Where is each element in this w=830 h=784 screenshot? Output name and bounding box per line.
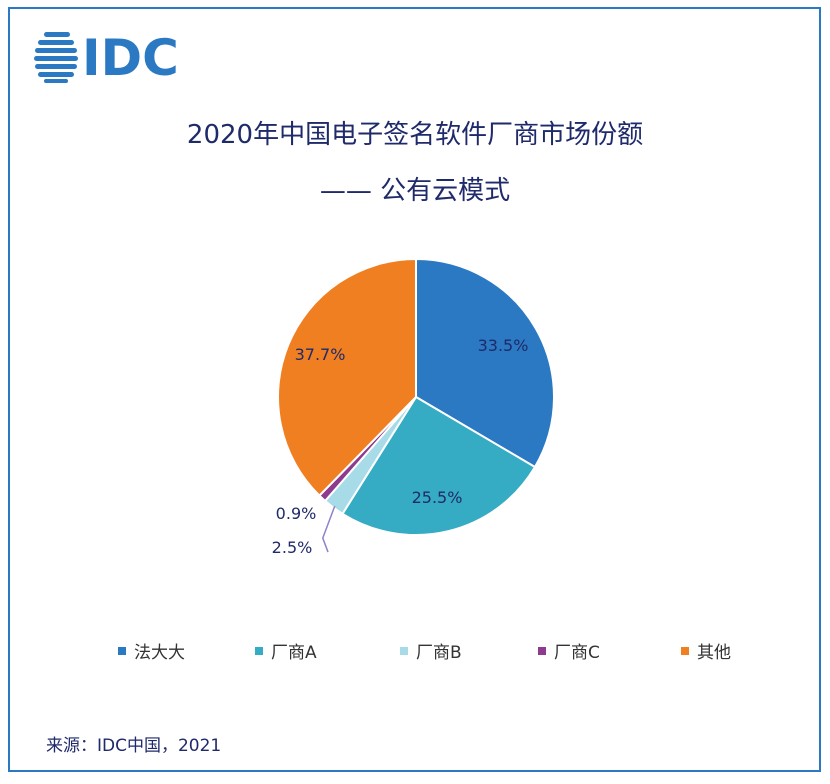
idc-logo: IDC: [34, 29, 179, 84]
legend-swatch: [118, 646, 126, 655]
legend-item: 其他: [681, 638, 731, 663]
legend-label: 法大大: [134, 643, 185, 663]
legend-label: 厂商C: [554, 643, 600, 663]
data-label-3: 2.5%: [272, 538, 313, 557]
legend-item: 厂商B: [400, 638, 462, 663]
chart-legend: 法大大 厂商A 厂商B 厂商C 其他: [118, 638, 758, 663]
legend-label: 其他: [697, 643, 731, 663]
legend-item: 法大大: [118, 638, 185, 663]
pie-slice-5: [277, 257, 417, 497]
data-label-2: 25.5%: [412, 488, 463, 507]
data-label-1: 33.5%: [478, 336, 529, 355]
pie-chart: 33.5% 25.5% 2.5% 0.9% 37.7%: [272, 257, 555, 557]
source-note: 来源：IDC中国，2021: [46, 736, 222, 756]
data-label-5: 37.7%: [295, 345, 346, 364]
chart-title-line1: 2020年中国电子签名软件厂商市场份额: [186, 120, 644, 150]
leader-line: [321, 505, 336, 553]
legend-swatch: [255, 646, 263, 655]
chart-title-line2: —— 公有云模式: [319, 176, 511, 206]
pie-slice-1: [415, 257, 555, 469]
legend-item: 厂商C: [538, 638, 600, 663]
pie-slice-2: [341, 395, 537, 536]
logo-text: IDC: [82, 29, 179, 84]
legend-swatch: [538, 646, 546, 655]
legend-swatch: [400, 646, 408, 655]
legend-label: 厂商B: [416, 643, 462, 663]
legend-item: 厂商A: [255, 638, 317, 663]
legend-swatch: [681, 646, 689, 655]
legend-label: 厂商A: [271, 643, 317, 663]
data-label-4: 0.9%: [276, 504, 317, 523]
